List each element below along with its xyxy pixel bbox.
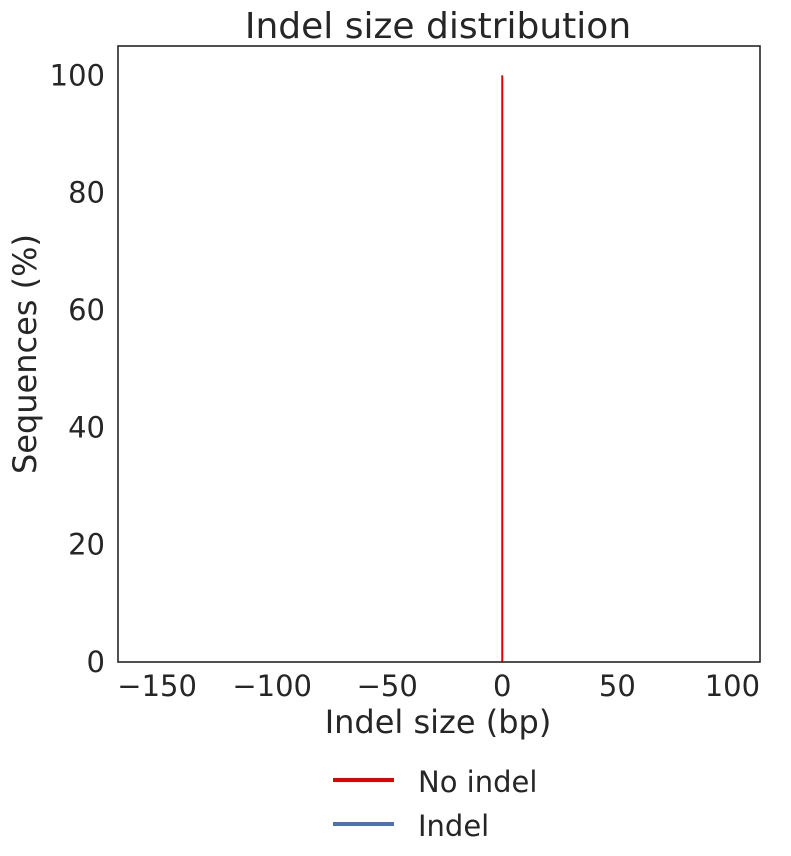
x-tick-label: −50: [357, 669, 418, 703]
plot-frame: [117, 45, 761, 663]
chart-title: Indel size distribution: [245, 6, 631, 47]
legend-label: Indel: [418, 809, 489, 843]
legend-label: No indel: [418, 765, 537, 799]
y-axis-label: Sequences (%): [6, 234, 44, 474]
x-tick-label: 100: [705, 669, 760, 703]
x-axis-ticks: −150 −100 −50 0 50 100: [117, 669, 760, 703]
legend: No indel Indel: [333, 765, 537, 843]
y-tick-label: 0: [87, 645, 105, 679]
y-tick-label: 100: [50, 58, 105, 92]
y-tick-label: 60: [68, 293, 105, 327]
x-tick-label: −100: [232, 669, 312, 703]
x-tick-label: 50: [599, 669, 636, 703]
x-tick-label: −150: [117, 669, 197, 703]
x-axis-label: Indel size (bp): [325, 703, 552, 741]
y-tick-label: 80: [68, 176, 105, 210]
y-axis-ticks: 0 20 40 60 80 100: [50, 58, 105, 679]
x-tick-label: 0: [493, 669, 511, 703]
y-tick-label: 40: [68, 410, 105, 444]
y-tick-label: 20: [68, 528, 105, 562]
